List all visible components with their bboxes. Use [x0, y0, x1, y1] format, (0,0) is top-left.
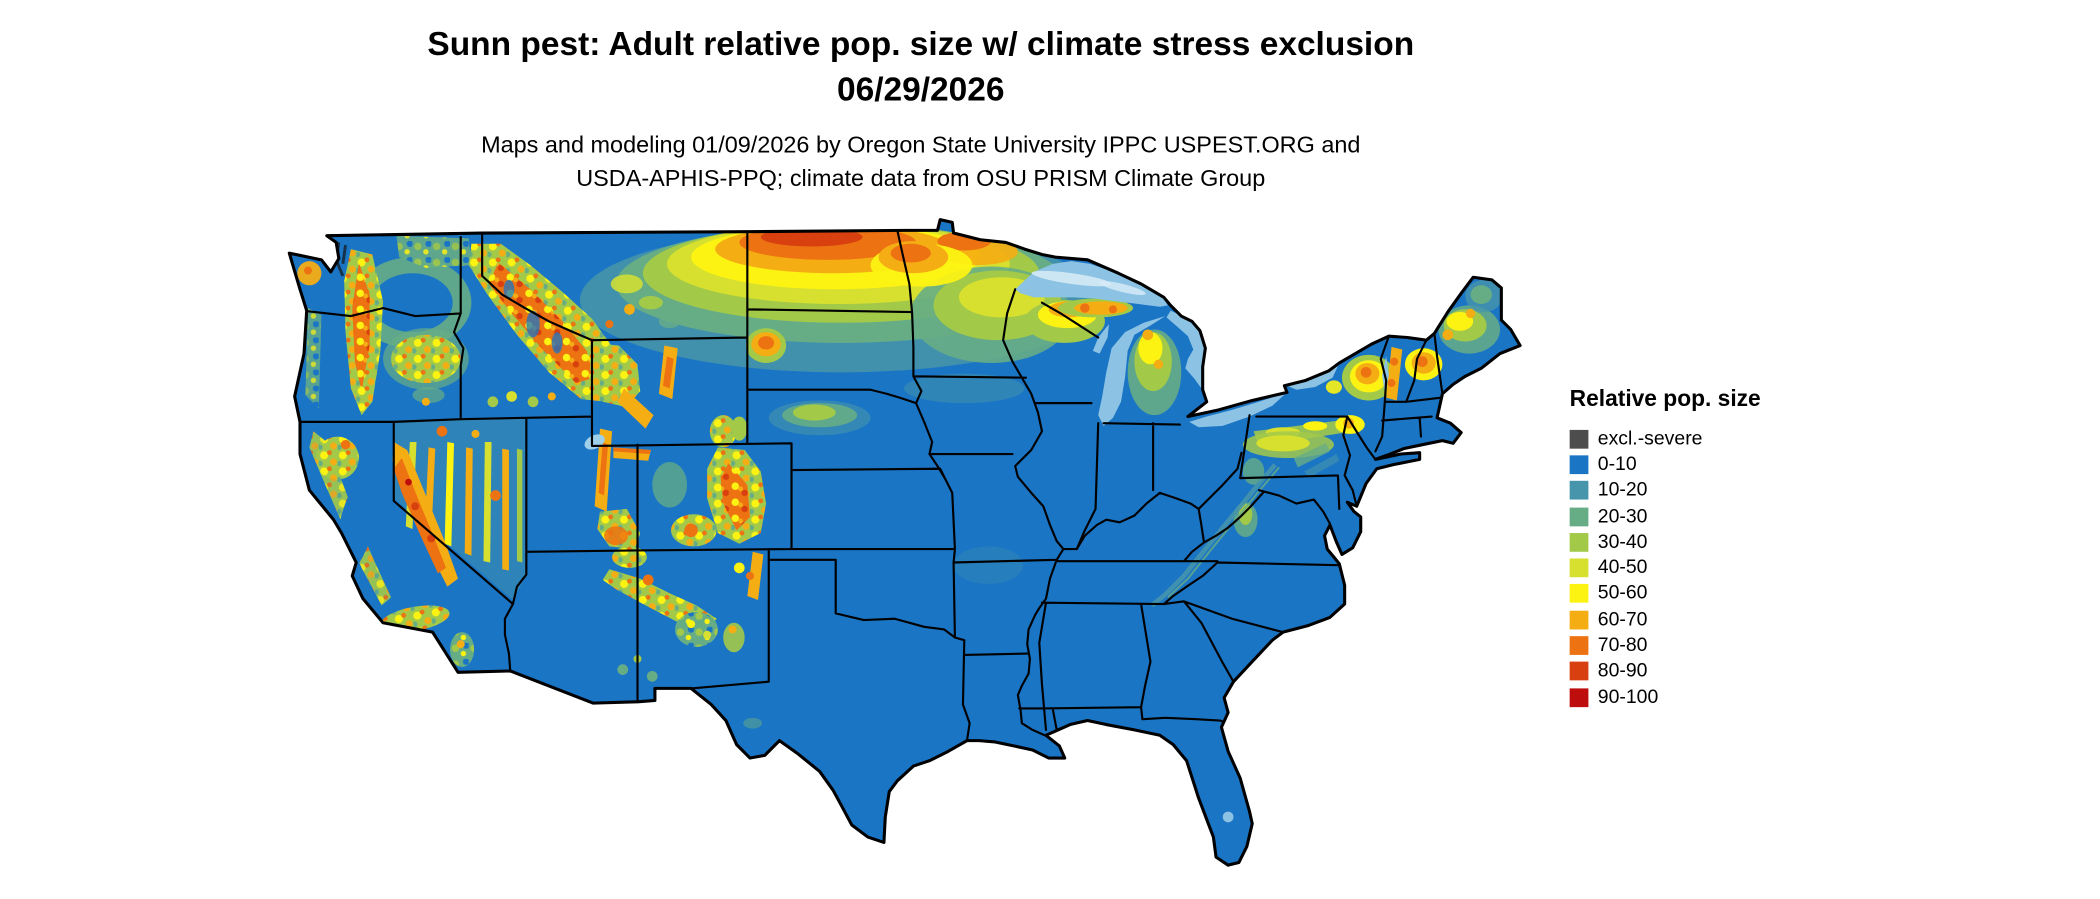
legend-label: 30-40	[1597, 531, 1648, 553]
lake-okeechobee	[1222, 811, 1234, 823]
legend-item: 20-30	[1569, 503, 1824, 529]
legend-swatch	[1569, 636, 1589, 655]
legend-items: excl.-severe 0-10 10-20 20-30 30-40 40-50 50-6…	[1569, 426, 1824, 710]
legend-item: 10-20	[1569, 478, 1824, 504]
legend-swatch	[1569, 687, 1589, 707]
legend-label: 20-30	[1597, 505, 1648, 528]
legend-item: 40-50	[1569, 555, 1824, 581]
legend-swatch	[1569, 558, 1589, 578]
header: Sunn pest: Adult relative pop. size w/ c…	[0, 0, 1842, 196]
subtitle-line-2: USDA-APHIS-PPQ; climate data from OSU PR…	[576, 164, 1266, 192]
legend-label: 10-20	[1597, 479, 1648, 502]
map-fill-layer	[289, 219, 1521, 866]
us-outline	[287, 218, 1522, 867]
legend-item: 70-80	[1569, 633, 1824, 659]
us-map	[287, 218, 1522, 867]
lake-superior-streak	[1031, 270, 1112, 287]
legend-item: excl.-severe	[1569, 426, 1824, 452]
legend-swatch	[1569, 610, 1589, 630]
legend-label: 40-50	[1597, 557, 1648, 579]
state-borders	[298, 229, 1444, 742]
legend-item: 50-60	[1569, 581, 1824, 607]
legend-swatch	[1569, 429, 1589, 449]
legend-label: 80-90	[1597, 660, 1648, 683]
legend-swatch	[1569, 506, 1589, 526]
great-lakes	[584, 261, 1389, 823]
legend-label: 50-60	[1597, 583, 1648, 605]
legend-label: 70-80	[1597, 634, 1648, 657]
legend-item: 0-10	[1569, 452, 1824, 478]
legend-swatch	[1569, 532, 1589, 552]
legend-item: 60-70	[1569, 607, 1824, 633]
legend-item: 90-100	[1569, 684, 1824, 710]
page-title: Sunn pest: Adult relative pop. size w/ c…	[427, 25, 1415, 63]
legend-swatch	[1569, 481, 1589, 500]
legend-label: 90-100	[1597, 686, 1659, 708]
legend-swatch	[1569, 455, 1589, 475]
legend-swatch	[1569, 662, 1589, 681]
legend-label: excl.-severe	[1597, 428, 1703, 450]
legend-label: 0-10	[1597, 453, 1637, 476]
legend-label: 60-70	[1597, 609, 1648, 631]
legend-item: 30-40	[1569, 529, 1824, 555]
legend-item: 80-90	[1569, 658, 1824, 684]
heat-layer	[297, 223, 1503, 729]
legend: Relative pop. size excl.-severe 0-10 10-20…	[1569, 385, 1824, 710]
legend-swatch	[1569, 584, 1589, 604]
subtitle-line-1: Maps and modeling 01/09/2026 by Oregon S…	[481, 131, 1361, 159]
legend-title: Relative pop. size	[1569, 385, 1761, 412]
map-date: 06/29/2026	[836, 70, 1005, 109]
